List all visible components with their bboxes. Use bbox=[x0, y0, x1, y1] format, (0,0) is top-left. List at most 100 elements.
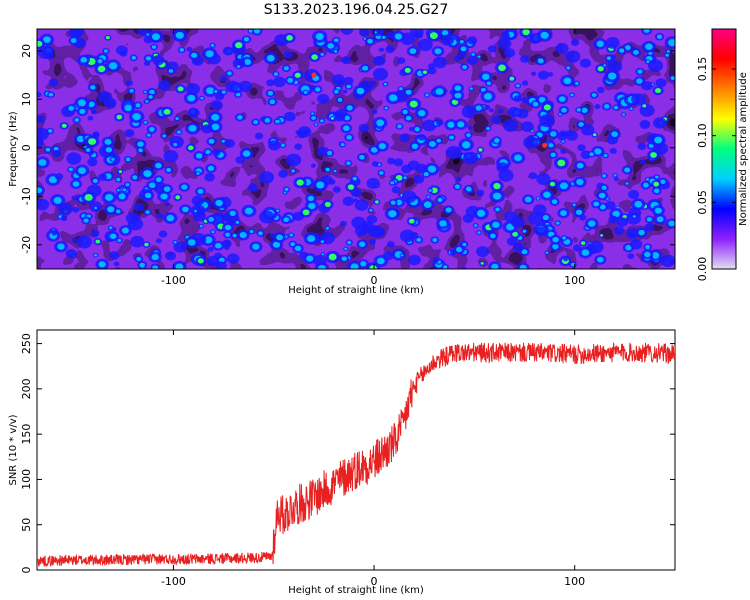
heatmap-cell bbox=[614, 226, 625, 235]
heatmap-cell bbox=[224, 138, 235, 148]
heatmap-cell bbox=[574, 81, 579, 85]
heatmap-cell bbox=[446, 145, 462, 159]
heatmap-cell bbox=[74, 118, 80, 122]
heatmap-cell bbox=[427, 66, 437, 75]
heatmap-cell bbox=[577, 144, 586, 152]
heatmap-cell bbox=[210, 43, 215, 47]
heatmap-cell bbox=[200, 96, 204, 100]
heatmap-cell bbox=[336, 79, 344, 86]
heatmap-cell bbox=[543, 191, 551, 198]
snr-x-tick-label: -100 bbox=[161, 575, 186, 588]
heatmap-cell bbox=[606, 56, 611, 60]
heatmap-cell bbox=[359, 29, 370, 37]
heatmap-cell bbox=[557, 159, 566, 167]
heatmap-cell bbox=[486, 81, 491, 86]
heatmap-cell bbox=[333, 38, 339, 43]
heatmap-cell bbox=[135, 103, 141, 108]
heatmap-cell bbox=[87, 157, 98, 167]
heatmap-cell bbox=[469, 87, 473, 90]
heatmap-cell bbox=[225, 232, 231, 237]
heatmap-cell bbox=[219, 75, 227, 82]
heatmap-cell bbox=[579, 58, 591, 68]
heatmap-cell bbox=[562, 236, 566, 240]
heatmap-cell bbox=[570, 93, 574, 97]
heatmap-cell bbox=[272, 241, 281, 248]
heatmap-cell bbox=[432, 56, 447, 69]
heatmap-cell bbox=[273, 72, 278, 76]
heatmap-cell bbox=[252, 243, 260, 250]
heatmap-cell bbox=[177, 130, 181, 134]
heatmap-y-tick-label: 10 bbox=[20, 92, 33, 106]
heatmap-cell bbox=[294, 245, 302, 252]
heatmap-cell bbox=[152, 265, 159, 269]
heatmap-cell bbox=[535, 226, 548, 237]
colorbar-tick-label: 0.15 bbox=[696, 57, 709, 82]
heatmap-x-tick-label: -100 bbox=[161, 274, 186, 287]
heatmap-cell bbox=[218, 257, 225, 263]
heatmap-cell bbox=[613, 174, 617, 177]
heatmap-cell bbox=[317, 93, 330, 104]
heatmap-cell bbox=[654, 207, 662, 214]
heatmap-cell bbox=[401, 190, 417, 203]
heatmap-cell bbox=[91, 109, 97, 115]
heatmap-cell bbox=[197, 188, 204, 194]
heatmap-cell bbox=[560, 149, 567, 155]
heatmap-cell bbox=[411, 143, 419, 149]
heatmap-cell bbox=[340, 29, 354, 35]
heatmap-cell bbox=[177, 86, 184, 92]
heatmap-cell bbox=[98, 261, 106, 268]
heatmap-cell bbox=[125, 80, 133, 87]
heatmap-cell bbox=[76, 235, 93, 249]
heatmap-cell bbox=[346, 105, 353, 111]
heatmap-cell bbox=[254, 132, 264, 140]
heatmap-cell bbox=[327, 150, 333, 156]
heatmap-cell bbox=[550, 131, 557, 137]
heatmap-cell bbox=[666, 50, 670, 53]
heatmap-cell bbox=[109, 226, 113, 230]
heatmap-cell bbox=[655, 88, 662, 94]
heatmap-cell bbox=[614, 105, 619, 110]
heatmap-cell bbox=[258, 231, 263, 236]
heatmap-cell bbox=[435, 119, 444, 126]
heatmap-cell bbox=[386, 240, 395, 248]
heatmap-cell bbox=[173, 142, 178, 147]
heatmap-cell bbox=[315, 33, 324, 41]
heatmap-cell bbox=[555, 43, 569, 54]
heatmap-cell bbox=[117, 238, 122, 243]
heatmap-cell bbox=[547, 72, 554, 77]
heatmap-cell bbox=[445, 207, 452, 213]
heatmap-cell bbox=[425, 93, 429, 97]
heatmap-cell bbox=[259, 171, 275, 184]
heatmap-cell bbox=[462, 242, 467, 247]
heatmap-cell bbox=[372, 67, 389, 81]
heatmap-cell bbox=[226, 253, 240, 264]
heatmap-cell bbox=[483, 104, 491, 111]
heatmap-cell bbox=[638, 229, 645, 236]
heatmap-cell bbox=[510, 216, 525, 228]
heatmap-cell bbox=[367, 225, 383, 238]
heatmap-cell bbox=[608, 215, 618, 224]
heatmap-cell bbox=[399, 87, 403, 91]
heatmap-cell bbox=[199, 224, 203, 228]
heatmap-cell bbox=[463, 151, 479, 165]
heatmap-cell bbox=[98, 173, 108, 181]
heatmap-cell bbox=[548, 143, 554, 148]
heatmap-cell bbox=[294, 143, 303, 150]
heatmap-cell bbox=[596, 40, 604, 47]
heatmap-cell bbox=[137, 141, 144, 147]
heatmap-cell bbox=[588, 240, 604, 254]
heatmap-cell bbox=[201, 124, 213, 134]
heatmap-cell bbox=[423, 201, 432, 208]
heatmap-cell bbox=[118, 193, 126, 200]
colorbar-tick-label: 0.00 bbox=[696, 257, 709, 282]
heatmap-cell bbox=[429, 141, 436, 147]
heatmap-cell bbox=[589, 152, 594, 157]
heatmap-cell bbox=[109, 62, 118, 70]
heatmap-cell bbox=[330, 117, 334, 120]
heatmap-cell bbox=[456, 246, 463, 253]
heatmap-cell bbox=[84, 193, 93, 201]
heatmap-cell bbox=[376, 119, 385, 127]
heatmap-peak bbox=[311, 72, 317, 78]
heatmap-cell bbox=[440, 34, 454, 46]
heatmap-cell bbox=[382, 35, 386, 39]
